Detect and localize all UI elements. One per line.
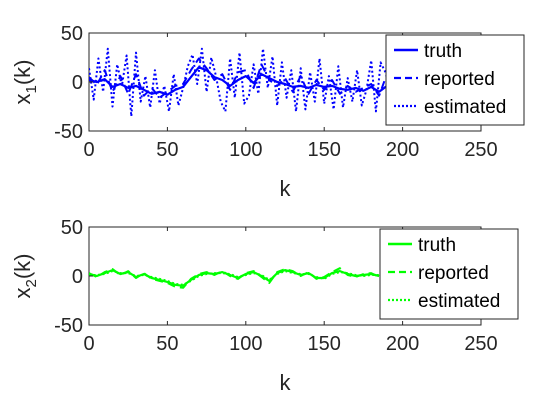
y-tick-label: -50	[54, 315, 83, 337]
y-tick-label: 50	[61, 217, 83, 239]
x-tick-label: 100	[229, 139, 262, 161]
y-axis-label-suffix: (k)	[10, 60, 35, 86]
y-tick-label: 0	[72, 266, 83, 288]
legend-label-reported: reported	[418, 263, 489, 284]
legend-label-truth: truth	[424, 41, 462, 62]
y-axis-label-main: x	[10, 94, 35, 105]
legend-label-reported: reported	[424, 69, 495, 90]
y-axis-label-suffix: (k)	[10, 254, 35, 280]
series-line-reported	[89, 267, 380, 289]
x-tick-label: 50	[156, 333, 178, 355]
x-tick-label: 0	[83, 333, 94, 355]
x-tick-label: 0	[83, 139, 94, 161]
y-tick-label: 0	[72, 72, 83, 94]
y-axis-label-top: x1(k)	[10, 60, 40, 105]
x-tick-label: 200	[386, 333, 419, 355]
x-axis-label-top: k	[280, 176, 292, 201]
legend-label-estimated: estimated	[424, 97, 506, 118]
y-axis-label-bottom: x2(k)	[10, 254, 40, 299]
legend-top: truth reported estimated	[385, 34, 525, 126]
series-layer-bottom	[89, 267, 380, 289]
x-tick-label: 150	[308, 139, 341, 161]
y-axis-label-main: x	[10, 288, 35, 299]
series-line-estimated	[89, 270, 380, 286]
x-tick-label: 250	[464, 139, 497, 161]
x-tick-label: 100	[229, 333, 262, 355]
x-tick-label: 150	[308, 333, 341, 355]
y-tick-label: 50	[61, 23, 83, 45]
y-axis-label-sub: 1	[23, 85, 40, 93]
legend-label-truth: truth	[418, 235, 456, 256]
legend-label-estimated: estimated	[418, 291, 500, 312]
x-axis-label-bottom: k	[280, 370, 292, 395]
y-axis-label-sub: 2	[23, 279, 40, 287]
series-line-truth	[89, 66, 388, 96]
x-tick-label: 250	[464, 333, 497, 355]
y-tick-label: -50	[54, 121, 83, 143]
legend-bottom: truth reported estimated	[379, 228, 519, 320]
x-tick-label: 50	[156, 139, 178, 161]
series-layer-top	[89, 47, 388, 118]
x-tick-label: 200	[386, 139, 419, 161]
